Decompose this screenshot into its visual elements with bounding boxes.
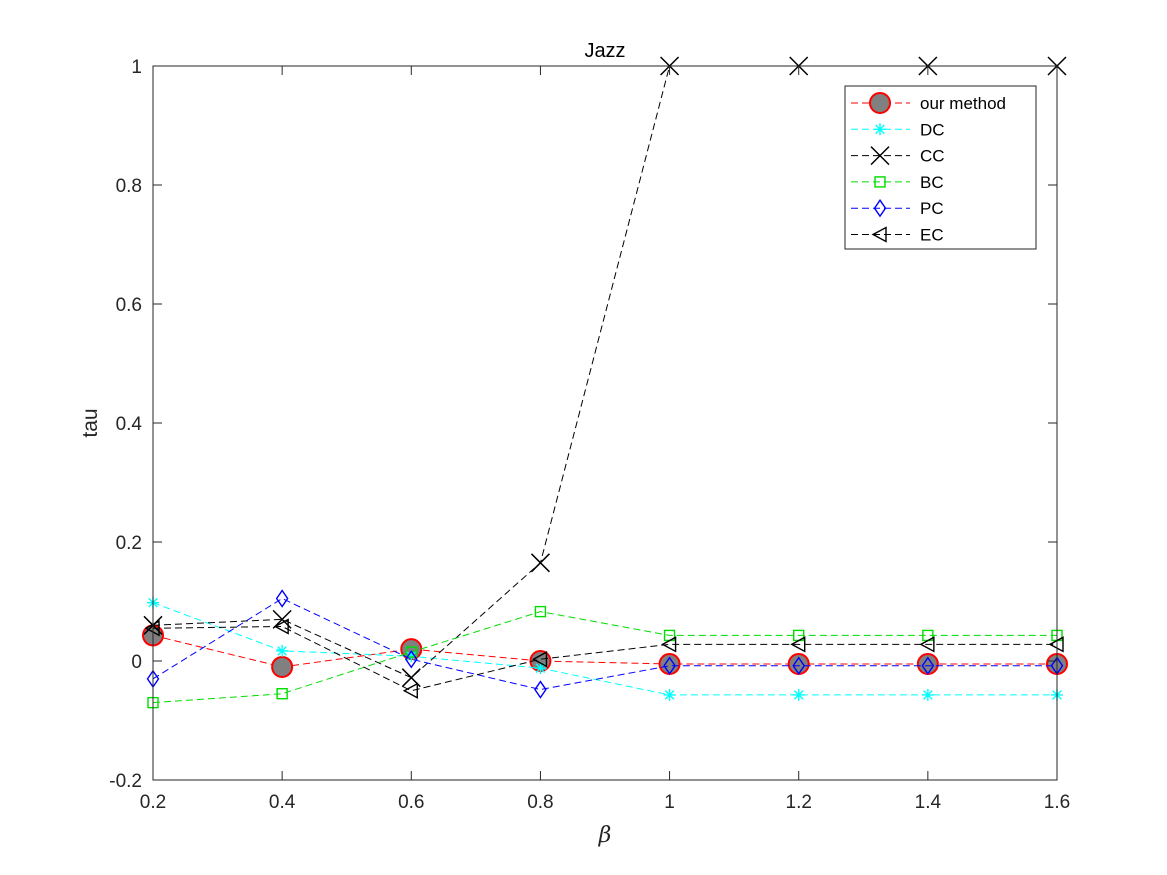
data-point	[271, 655, 294, 678]
legend-entry: DC	[851, 120, 945, 139]
y-tick-label: 1	[131, 57, 142, 78]
x-tick-label: 0.6	[398, 792, 424, 813]
data-point	[405, 646, 417, 658]
series-bc	[147, 605, 1063, 709]
data-point	[921, 688, 934, 701]
data-point	[661, 636, 677, 653]
data-point	[874, 123, 886, 136]
legend-label: our method	[920, 94, 1006, 113]
series-line	[152, 634, 1057, 668]
legend-label: DC	[920, 120, 945, 139]
chart-title: Jazz	[584, 40, 625, 62]
data-point	[792, 656, 806, 675]
x-tick-label: 1	[664, 792, 675, 813]
ticks-layer: 0.2 0.4 0.6 0.8 1 1.2 1.4 1.6 -0.2 0 0.2 0.4 0.6 0.8 1	[109, 57, 1070, 813]
y-tick-label: -0.2	[109, 771, 142, 792]
data-point	[792, 688, 805, 701]
data-point	[871, 226, 887, 243]
legend-label: EC	[920, 226, 944, 245]
data-point	[531, 651, 548, 668]
legend-entry: BC	[851, 173, 944, 192]
legend: our method DC CC BC PC EC	[844, 85, 1037, 250]
data-point	[405, 650, 418, 663]
data-point	[273, 618, 289, 635]
series-line	[152, 611, 1057, 704]
x-tick-label: 0.4	[269, 792, 296, 813]
data-point	[873, 198, 887, 218]
x-tick-label: 0.2	[140, 792, 166, 813]
data-point	[534, 680, 547, 699]
data-point	[790, 636, 806, 653]
series-line	[152, 625, 1057, 692]
y-tick-label: 0.4	[116, 414, 143, 435]
y-tick-label: 0	[131, 652, 142, 673]
data-point	[921, 656, 935, 675]
data-point	[874, 176, 886, 188]
data-point	[276, 688, 288, 700]
x-axis-label: β	[598, 823, 612, 848]
data-point	[275, 589, 289, 608]
y-tick-label: 0.2	[116, 533, 142, 554]
data-point	[276, 644, 289, 657]
x-tick-label: 0.8	[527, 792, 553, 813]
data-point	[919, 636, 935, 653]
x-tick-label: 1.6	[1044, 792, 1070, 813]
y-axis-label: tau	[79, 408, 102, 437]
legend-label: CC	[920, 147, 945, 166]
legend-entry: our method	[851, 92, 1006, 114]
y-tick-label: 0.6	[116, 295, 142, 316]
legend-entry: EC	[851, 226, 944, 245]
x-tick-label: 1.2	[786, 792, 812, 813]
data-point	[663, 688, 676, 701]
data-point	[530, 553, 550, 573]
data-point	[404, 649, 418, 669]
x-tick-label: 1.4	[915, 792, 942, 813]
data-point	[663, 656, 676, 675]
data-point	[870, 146, 890, 166]
series-line	[152, 597, 1057, 691]
data-point	[534, 605, 547, 618]
series-line	[152, 602, 1057, 696]
data-point	[534, 662, 547, 675]
data-point	[402, 682, 418, 699]
legend-label: PC	[920, 199, 944, 218]
legend-entry: PC	[851, 198, 944, 218]
y-tick-label: 0.8	[116, 176, 142, 197]
legend-label: BC	[920, 173, 944, 192]
data-point	[869, 92, 891, 114]
legend-entry: CC	[851, 146, 945, 166]
